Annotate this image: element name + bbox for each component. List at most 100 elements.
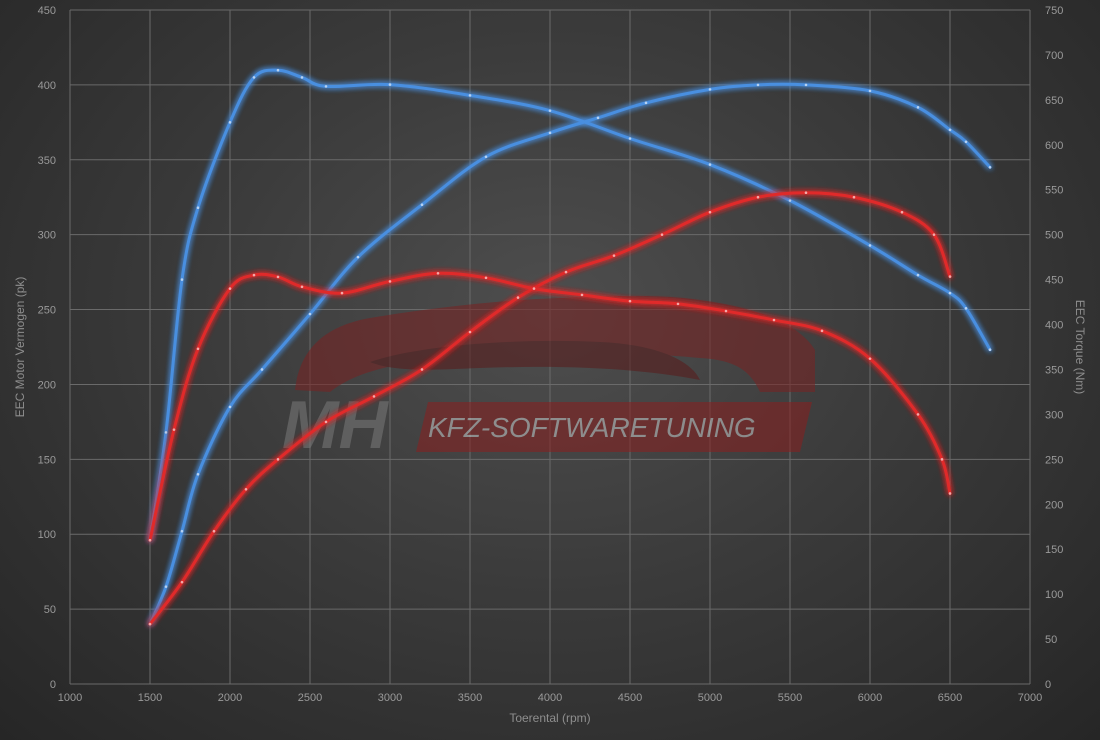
data-point — [756, 83, 760, 87]
y-right-tick-label: 250 — [1045, 454, 1063, 466]
data-point — [436, 272, 440, 275]
data-point — [388, 83, 392, 86]
data-point — [252, 273, 256, 277]
data-point — [916, 273, 920, 277]
series-line — [148, 68, 992, 542]
data-point — [276, 68, 280, 72]
data-point — [164, 585, 168, 588]
data-point — [852, 195, 856, 199]
y-left-tick-label: 200 — [38, 379, 56, 391]
data-point — [196, 473, 200, 476]
x-tick-label: 7000 — [1018, 692, 1042, 704]
data-point — [180, 278, 184, 281]
data-point — [708, 88, 712, 91]
data-point — [420, 203, 424, 207]
data-point — [612, 254, 616, 257]
data-point — [228, 405, 232, 409]
data-point — [988, 165, 992, 169]
data-point — [772, 318, 776, 322]
data-point — [868, 244, 872, 247]
x-tick-label: 1500 — [138, 692, 162, 704]
data-point — [916, 413, 920, 416]
data-point — [628, 299, 632, 303]
y-left-tick-label: 150 — [38, 454, 56, 466]
data-point — [932, 233, 936, 236]
logo-banner — [416, 402, 812, 452]
car-window-icon — [370, 340, 700, 380]
data-point — [564, 270, 568, 274]
data-point — [148, 622, 152, 626]
data-point — [260, 368, 264, 371]
data-point — [948, 128, 952, 132]
series-2 — [148, 191, 952, 626]
x-axis-label: Toerental (rpm) — [509, 711, 590, 725]
data-point — [172, 428, 176, 431]
data-point — [548, 131, 552, 135]
data-point — [596, 116, 600, 120]
series-0 — [148, 82, 992, 626]
y-right-tick-label: 100 — [1045, 589, 1063, 601]
data-point — [164, 431, 168, 434]
data-point — [180, 529, 184, 533]
data-point — [964, 307, 968, 310]
data-point — [324, 420, 328, 424]
data-point — [484, 276, 488, 280]
data-point — [868, 357, 872, 360]
series-3 — [148, 271, 952, 542]
data-point — [372, 395, 376, 398]
data-point — [516, 296, 520, 299]
data-point — [940, 458, 944, 461]
data-point — [180, 580, 184, 584]
data-point — [988, 348, 992, 351]
data-point — [548, 109, 552, 112]
grid — [69, 9, 1031, 685]
y-right-tick-label: 650 — [1045, 95, 1063, 107]
data-point — [148, 538, 152, 542]
y-right-tick-label: 450 — [1045, 275, 1063, 287]
y-right-tick-label: 600 — [1045, 140, 1063, 152]
data-point — [580, 293, 584, 297]
x-tick-label: 1000 — [58, 692, 82, 704]
data-point — [644, 101, 648, 105]
x-tick-label: 3500 — [458, 692, 482, 704]
x-tick-label: 6500 — [938, 692, 962, 704]
series-line — [148, 191, 952, 626]
y-right-tick-label: 300 — [1045, 409, 1063, 421]
logo-mh-text: MH — [282, 387, 390, 463]
data-point — [228, 287, 232, 290]
data-point — [196, 206, 200, 210]
data-point — [468, 94, 472, 97]
x-tick-label: 4000 — [538, 692, 562, 704]
y-right-tick-label: 0 — [1045, 679, 1051, 691]
data-point — [676, 302, 680, 306]
data-point — [948, 275, 952, 278]
y-left-tick-label: 0 — [50, 679, 56, 691]
data-point — [484, 155, 488, 159]
y-left-tick-label: 250 — [38, 305, 56, 317]
data-point — [228, 121, 232, 124]
x-tick-label: 6000 — [858, 692, 882, 704]
x-tick-label: 2000 — [218, 692, 242, 704]
y-left-tick-label: 400 — [38, 80, 56, 92]
data-point — [196, 347, 200, 351]
data-point — [324, 85, 328, 88]
x-tick-label: 4500 — [618, 692, 642, 704]
data-point — [948, 291, 952, 295]
data-point — [788, 199, 792, 202]
y-left-tick-label: 300 — [38, 230, 56, 242]
y-right-tick-label: 750 — [1045, 5, 1063, 17]
data-point — [252, 76, 256, 79]
data-point — [868, 89, 872, 93]
y-right-tick-label: 400 — [1045, 320, 1063, 332]
data-point — [660, 233, 664, 236]
data-point — [820, 329, 824, 333]
y-left-tick-label: 50 — [44, 604, 56, 616]
data-point — [420, 368, 424, 371]
data-point — [388, 280, 392, 283]
axes: Toerental (rpm) EEC Motor Vermogen (pk) … — [13, 5, 1087, 725]
y-right-tick-label: 700 — [1045, 50, 1063, 62]
data-point — [756, 195, 760, 199]
data-point — [532, 287, 536, 290]
y-axis-right-label: EEC Torque (Nm) — [1073, 300, 1087, 394]
